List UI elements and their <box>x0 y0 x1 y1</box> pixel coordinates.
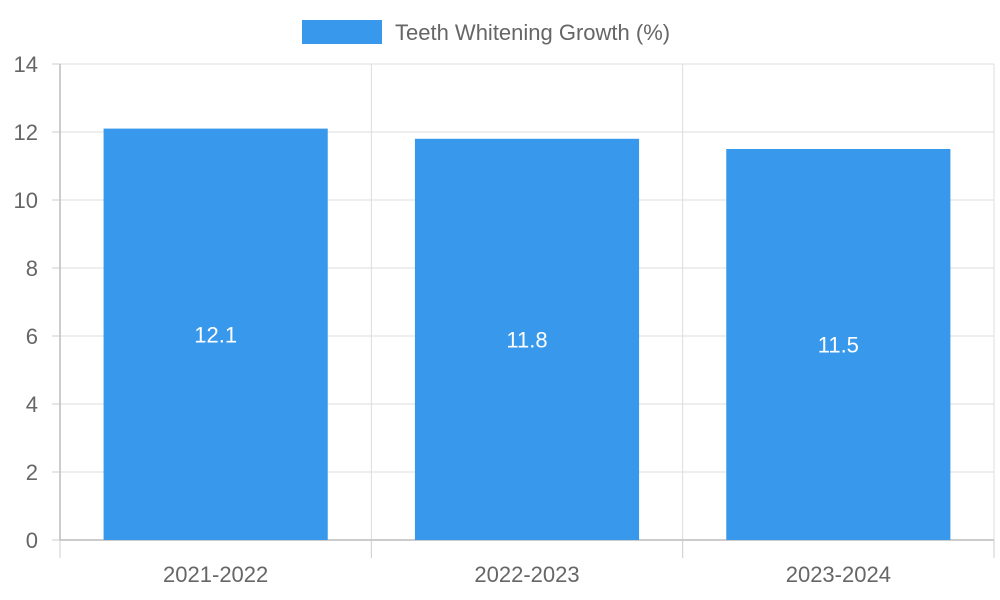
bars <box>103 128 951 541</box>
y-tick-label: 0 <box>26 528 38 553</box>
y-tick-label: 2 <box>26 460 38 485</box>
y-tick-label: 8 <box>26 256 38 281</box>
y-tick-label: 6 <box>26 324 38 349</box>
y-tick-label: 10 <box>14 188 38 213</box>
x-tick-label: 2023-2024 <box>786 562 891 587</box>
bar-2021-2022[interactable] <box>103 128 328 540</box>
bar-2022-2023[interactable] <box>414 138 640 541</box>
y-tick-label: 12 <box>14 120 38 145</box>
legend-label: Teeth Whitening Growth (%) <box>395 20 670 45</box>
legend-swatch <box>302 20 382 44</box>
y-tick-label: 14 <box>14 52 38 77</box>
bar-data-label: 11.8 <box>506 327 547 352</box>
bar-data-label: 11.5 <box>818 333 859 358</box>
x-tick-label: 2021-2022 <box>163 562 268 587</box>
bar-data-label: 12.1 <box>194 322 237 347</box>
x-axis-ticks: 2021-2022 2022-2023 2023-2024 <box>59 540 995 587</box>
bar-2023-2024[interactable] <box>726 149 951 540</box>
legend: Teeth Whitening Growth (%) <box>302 20 670 45</box>
y-axis-ticks: 0 2 4 6 8 10 12 14 <box>14 52 60 553</box>
y-tick-label: 4 <box>26 392 38 417</box>
x-tick-label: 2022-2023 <box>474 562 579 587</box>
bar-labels: 12.1 11.8 11.5 <box>194 322 859 357</box>
